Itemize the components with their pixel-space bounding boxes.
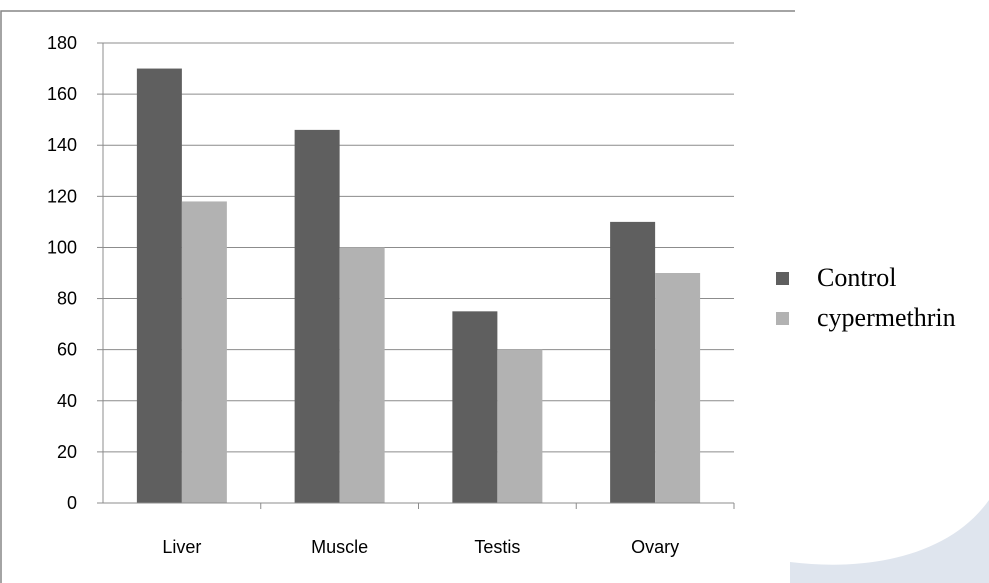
x-tick-label: Liver <box>162 537 201 557</box>
bar-control-testis <box>452 311 498 503</box>
y-tick-label: 140 <box>47 135 77 155</box>
bar-cypermethrin-ovary <box>655 273 701 503</box>
legend-swatch-cypermethrin <box>776 311 789 325</box>
legend-item-control: Control <box>776 258 956 298</box>
legend-label-cypermethrin: cypermethrin <box>817 303 956 332</box>
bars <box>136 68 701 504</box>
chart-border <box>0 10 795 583</box>
bar-control-ovary <box>610 221 656 503</box>
axes: 0 20 40 60 80 100 120 140 160 180 Liver Muscle Testi… <box>47 33 735 557</box>
legend-swatch-control <box>776 271 789 285</box>
y-tick-label: 40 <box>57 391 77 411</box>
y-tick-label: 0 <box>67 493 77 513</box>
legend-label-control: Control <box>817 263 897 292</box>
y-tick-label: 180 <box>47 33 77 53</box>
y-tick-label: 120 <box>47 186 77 206</box>
bar-control-liver <box>136 68 182 504</box>
background-swoosh <box>790 500 989 583</box>
x-tick-label: Testis <box>474 537 520 557</box>
legend: Control cypermethrin <box>776 258 956 338</box>
y-tick-label: 60 <box>57 340 77 360</box>
bar-cypermethrin-testis <box>497 349 543 503</box>
y-tick-label: 20 <box>57 442 77 462</box>
y-tick-label: 80 <box>57 289 77 309</box>
x-tick-label: Muscle <box>311 537 368 557</box>
y-tick-label: 160 <box>47 84 77 104</box>
legend-item-cypermethrin: cypermethrin <box>776 298 956 338</box>
bar-cypermethrin-liver <box>181 201 227 503</box>
bar-control-muscle <box>294 129 340 503</box>
bar-cypermethrin-muscle <box>339 247 385 503</box>
x-tick-label: Ovary <box>631 537 679 557</box>
y-tick-label: 100 <box>47 237 77 257</box>
